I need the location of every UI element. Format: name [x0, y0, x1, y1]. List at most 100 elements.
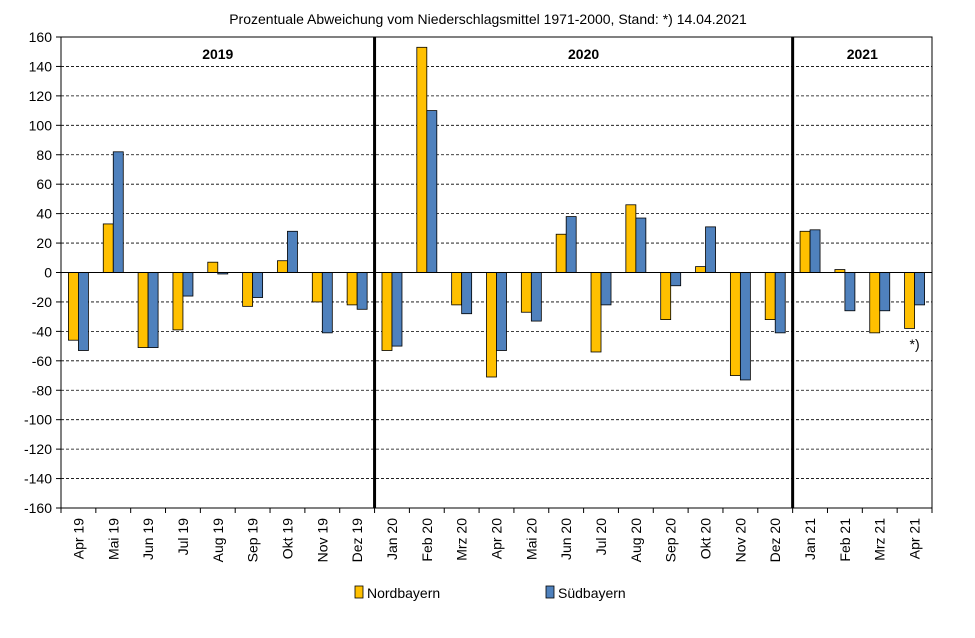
- bar: [590, 272, 602, 353]
- bar: [172, 272, 184, 331]
- x-tick-label: Aug 19: [210, 518, 226, 563]
- x-tick-label: Mrz 20: [454, 518, 470, 561]
- bar: [729, 272, 741, 376]
- y-tick-label: -80: [32, 382, 52, 398]
- bar: [739, 272, 751, 381]
- year-label: 2020: [568, 46, 599, 62]
- bar: [346, 272, 358, 306]
- y-tick-label: 60: [36, 176, 52, 192]
- bar: [147, 272, 159, 348]
- bar: [486, 272, 497, 378]
- chart-title: Prozentuale Abweichung vom Niederschlags…: [229, 11, 747, 27]
- x-tick-label: Jan 20: [384, 518, 400, 560]
- x-tick-label: Jun 19: [140, 518, 156, 560]
- x-tick-label: Sep 19: [245, 518, 261, 563]
- bar: [68, 272, 79, 341]
- x-tick-label: Jan 21: [802, 518, 818, 560]
- bar: [426, 110, 438, 273]
- x-tick-label: Aug 20: [628, 518, 644, 563]
- legend: Nordbayern Südbayern: [354, 585, 626, 601]
- y-tick-label: 140: [29, 58, 53, 74]
- x-tick-label: Jul 19: [175, 518, 191, 556]
- bar: [879, 272, 891, 312]
- legend-swatch: [354, 585, 364, 599]
- legend-label: Nordbayern: [367, 585, 440, 601]
- bar: [904, 272, 915, 329]
- x-tick-label: Dez 20: [767, 518, 783, 563]
- legend-swatch: [545, 585, 555, 599]
- x-tick-label: Okt 20: [698, 518, 714, 559]
- x-tick-label: Apr 20: [489, 518, 505, 559]
- x-tick-label: Feb 20: [419, 518, 435, 562]
- x-tick-label: Apr 21: [907, 518, 923, 559]
- bar: [182, 272, 194, 297]
- x-tick-label: Mai 19: [105, 518, 121, 560]
- bar: [774, 272, 786, 334]
- bar: [321, 272, 333, 334]
- bar: [496, 272, 507, 351]
- bar: [207, 261, 219, 273]
- y-tick-label: 40: [36, 206, 52, 222]
- year-label: 2019: [202, 46, 233, 62]
- bar: [381, 272, 393, 351]
- bar: [520, 272, 532, 313]
- x-tick-label: Jul 20: [593, 518, 609, 556]
- bar: [914, 272, 925, 306]
- bar: [391, 272, 403, 347]
- bar: [869, 272, 881, 334]
- x-tick-label: Sep 20: [663, 518, 679, 563]
- y-tick-label: 20: [36, 235, 52, 251]
- bar: [102, 223, 114, 273]
- x-tick-label: Okt 19: [279, 518, 295, 559]
- bar: [844, 272, 856, 312]
- x-tick-label: Nov 20: [732, 518, 748, 563]
- legend-label: Südbayern: [558, 585, 626, 601]
- y-tick-label: -20: [32, 294, 52, 310]
- y-tick-label: 160: [29, 29, 53, 45]
- y-tick-label: 80: [36, 147, 52, 163]
- bar: [112, 151, 124, 273]
- x-tick-label: Jun 20: [558, 518, 574, 560]
- x-tick-label: Nov 19: [314, 518, 330, 563]
- axes: [56, 36, 933, 513]
- bar: [530, 272, 542, 322]
- bar: [660, 272, 672, 320]
- x-tick-label: Dez 19: [349, 518, 365, 563]
- x-tick-label: Mrz 21: [872, 518, 888, 561]
- y-tick-label: 100: [29, 117, 53, 133]
- x-tick-label: Mai 20: [523, 518, 539, 560]
- bar: [764, 272, 776, 320]
- bar: [451, 272, 463, 306]
- bar: [78, 272, 89, 351]
- bar: [356, 272, 368, 310]
- bar: [287, 230, 298, 273]
- x-tick-label: Feb 21: [837, 518, 853, 562]
- bar: [635, 217, 647, 273]
- bars: [68, 46, 925, 381]
- bar: [461, 272, 473, 315]
- bar: [600, 272, 612, 306]
- bar: [252, 272, 264, 298]
- bar: [137, 272, 149, 348]
- bar: [809, 229, 821, 273]
- y-tick-label: -160: [24, 500, 52, 516]
- bar: [242, 272, 254, 307]
- y-tick-label: -120: [24, 441, 52, 457]
- bar: [695, 266, 706, 273]
- y-tick-label: -100: [24, 412, 52, 428]
- bar: [416, 46, 428, 273]
- x-tick-label: Apr 19: [70, 518, 86, 559]
- y-tick-label: -140: [24, 471, 52, 487]
- bar: [705, 226, 716, 273]
- bar: [565, 216, 577, 273]
- annotation: *): [910, 336, 920, 352]
- y-tick-label: -40: [32, 323, 52, 339]
- y-tick-label: 120: [29, 88, 53, 104]
- y-tick-label: 0: [44, 265, 52, 281]
- bar: [277, 260, 288, 273]
- bar: [799, 230, 811, 273]
- gridlines: [61, 66, 932, 479]
- bar: [670, 272, 682, 287]
